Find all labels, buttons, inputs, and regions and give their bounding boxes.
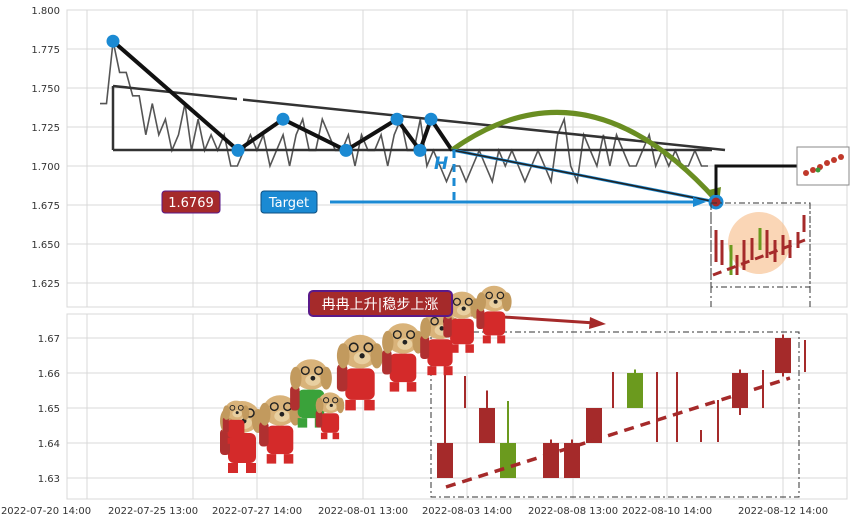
puppy-sticker (336, 334, 384, 411)
y-tick-lower: 1.63 (38, 474, 60, 485)
y-tick-upper: 1.625 (31, 279, 60, 290)
candle-body (732, 373, 748, 408)
pivot-point (106, 34, 120, 48)
y-tick-upper: 1.775 (31, 45, 60, 56)
candle-body (775, 338, 791, 373)
target-label-box (260, 190, 318, 214)
annotation-arrowhead (589, 317, 606, 329)
target-label: Target (268, 196, 309, 211)
annotation-label: 冉冉上升|稳步上涨 (322, 297, 439, 313)
price-label-box (161, 190, 221, 214)
x-tick: 2022-07-27 14:00 (212, 506, 302, 517)
y-tick-lower: 1.67 (38, 334, 60, 345)
y-tick-upper: 1.650 (31, 240, 60, 251)
upper-trendline (112, 84, 726, 152)
puppy-sticker (476, 285, 512, 344)
y-tick-upper: 1.800 (31, 6, 60, 17)
lower-y-axis: 1.67 1.66 1.65 1.64 1.63 (38, 334, 60, 485)
trendline-gap (237, 96, 243, 104)
thumbnail-dogs (803, 154, 844, 176)
uptrend-line (445, 376, 791, 489)
x-tick: 2022-08-01 13:00 (318, 506, 408, 517)
puppy-sticker (382, 323, 424, 392)
candlesticks (437, 334, 806, 478)
x-tick: 2022-08-10 14:00 (622, 506, 712, 517)
puppy-stickers (220, 285, 512, 473)
thumbnail-box (796, 146, 850, 186)
target-arrowhead (693, 197, 706, 207)
range-box (430, 331, 800, 498)
pivot-points (106, 34, 438, 157)
x-tick: 2022-08-08 13:00 (528, 506, 618, 517)
upper-y-axis: 1.800 1.775 1.750 1.725 1.700 1.675 1.650 1.625 (31, 6, 60, 290)
pivot-point (424, 112, 438, 126)
connector-line (714, 164, 800, 195)
x-tick: 2022-08-12 14:00 (738, 506, 828, 517)
candle-body (543, 443, 559, 478)
annotation-box (308, 290, 453, 317)
inset-candles (714, 215, 806, 275)
triangle-pattern (111, 84, 726, 152)
breakout-point (708, 194, 724, 210)
y-tick-lower: 1.64 (38, 439, 60, 450)
pivot-point (390, 112, 404, 126)
candle-body (479, 408, 495, 443)
x-axis: 2022-07-20 14:00 2022-07-25 13:00 2022-07-… (1, 506, 828, 517)
y-tick-upper: 1.750 (31, 84, 60, 95)
y-tick-upper: 1.700 (31, 162, 60, 173)
candle-body (500, 443, 516, 478)
y-tick-upper: 1.675 (31, 201, 60, 212)
pivot-point (339, 143, 353, 157)
y-tick-upper: 1.725 (31, 123, 60, 134)
x-tick: 2022-07-25 13:00 (108, 506, 198, 517)
puppy-sticker (315, 392, 345, 440)
candle-body (627, 373, 643, 408)
candle-body (586, 408, 602, 443)
y-tick-lower: 1.65 (38, 404, 60, 415)
y-tick-lower: 1.66 (38, 369, 60, 380)
pivot-point (231, 143, 245, 157)
x-tick: 2022-08-03 14:00 (422, 506, 512, 517)
arc-path (450, 110, 718, 202)
h-label: H (434, 154, 448, 174)
inset-trend (712, 238, 806, 277)
pivot-point (413, 143, 427, 157)
candle-body (437, 443, 453, 478)
inset-mini-chart (710, 202, 811, 307)
price-label: 1.6769 (168, 196, 214, 211)
x-tick: 2022-07-20 14:00 (1, 506, 91, 517)
puppy-sticker (222, 400, 250, 444)
candle-body (564, 443, 580, 478)
projection-line-dark (451, 149, 717, 203)
pivot-point (276, 112, 290, 126)
puppy-sticker (259, 395, 301, 464)
